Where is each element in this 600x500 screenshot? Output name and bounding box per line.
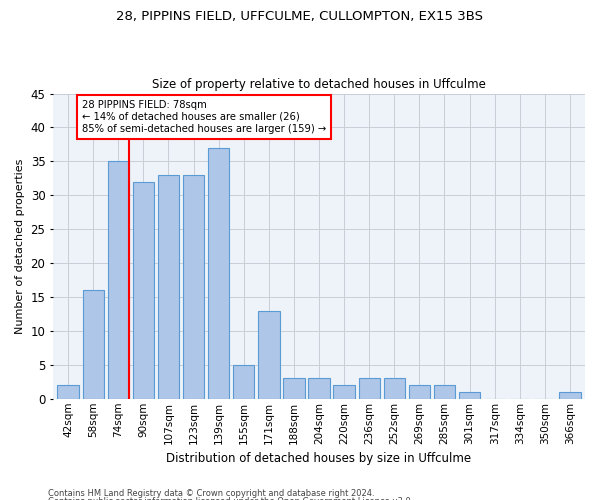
Bar — [559, 392, 581, 399]
Bar — [107, 162, 129, 399]
Bar — [283, 378, 305, 399]
Y-axis label: Number of detached properties: Number of detached properties — [15, 158, 25, 334]
Bar — [233, 365, 254, 399]
Bar — [133, 182, 154, 399]
Text: 28, PIPPINS FIELD, UFFCULME, CULLOMPTON, EX15 3BS: 28, PIPPINS FIELD, UFFCULME, CULLOMPTON,… — [116, 10, 484, 23]
Bar — [409, 385, 430, 399]
Bar — [308, 378, 329, 399]
Bar — [383, 378, 405, 399]
Text: Contains public sector information licensed under the Open Government Licence v3: Contains public sector information licen… — [48, 497, 413, 500]
Text: Contains HM Land Registry data © Crown copyright and database right 2024.: Contains HM Land Registry data © Crown c… — [48, 488, 374, 498]
Bar — [158, 175, 179, 399]
Bar — [334, 385, 355, 399]
Bar — [434, 385, 455, 399]
Title: Size of property relative to detached houses in Uffculme: Size of property relative to detached ho… — [152, 78, 486, 91]
X-axis label: Distribution of detached houses by size in Uffculme: Distribution of detached houses by size … — [166, 452, 472, 465]
Bar — [459, 392, 480, 399]
Bar — [183, 175, 204, 399]
Bar — [58, 385, 79, 399]
Bar — [359, 378, 380, 399]
Bar — [258, 310, 280, 399]
Bar — [208, 148, 229, 399]
Bar — [83, 290, 104, 399]
Text: 28 PIPPINS FIELD: 78sqm
← 14% of detached houses are smaller (26)
85% of semi-de: 28 PIPPINS FIELD: 78sqm ← 14% of detache… — [82, 100, 326, 134]
